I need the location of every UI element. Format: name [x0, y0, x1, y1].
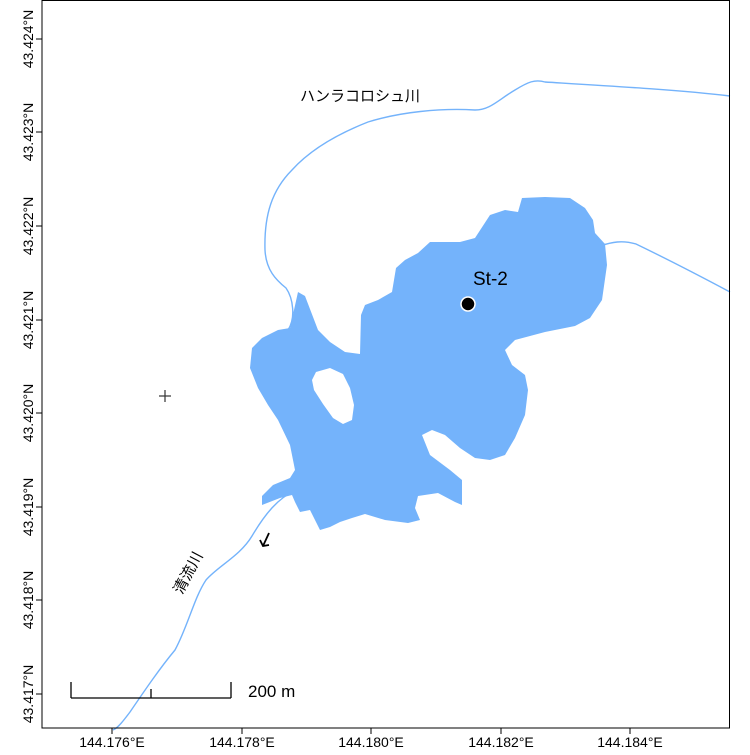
y-tick-label: 43.419°N	[20, 478, 36, 537]
scale-bar	[70, 682, 232, 699]
x-tick-label: 144.176°E	[79, 734, 145, 750]
y-tick-label: 43.418°N	[20, 571, 36, 630]
map-frame	[41, 0, 730, 729]
x-axis: 144.176°E 144.178°E 144.180°E 144.182°E …	[79, 728, 663, 750]
north-river-line	[264, 80, 731, 331]
y-tick-label: 43.417°N	[20, 665, 36, 724]
scale-bar-label: 200 m	[248, 682, 295, 701]
arrow-icon	[259, 532, 270, 547]
x-tick-label: 144.180°E	[338, 734, 404, 750]
x-tick-label: 144.184°E	[597, 734, 663, 750]
north-river-label: ハンラコロシュ川	[300, 87, 420, 105]
y-tick-label: 43.420°N	[20, 384, 36, 443]
x-tick-label: 144.178°E	[209, 734, 275, 750]
y-tick-label: 43.422°N	[20, 197, 36, 256]
station-label: St-2	[473, 269, 508, 290]
lake-polygon	[250, 197, 607, 530]
y-tick-label: 43.423°N	[20, 103, 36, 162]
y-axis: 43.417°N 43.418°N 43.419°N 43.420°N 43.4…	[20, 10, 42, 724]
y-tick-label: 43.424°N	[20, 10, 36, 69]
station-marker	[460, 296, 476, 312]
outflow-river-line	[112, 489, 297, 731]
x-tick-label: 144.182°E	[468, 734, 534, 750]
y-tick-label: 43.421°N	[20, 291, 36, 350]
east-river-line	[599, 241, 731, 293]
plus-icon	[159, 390, 171, 402]
